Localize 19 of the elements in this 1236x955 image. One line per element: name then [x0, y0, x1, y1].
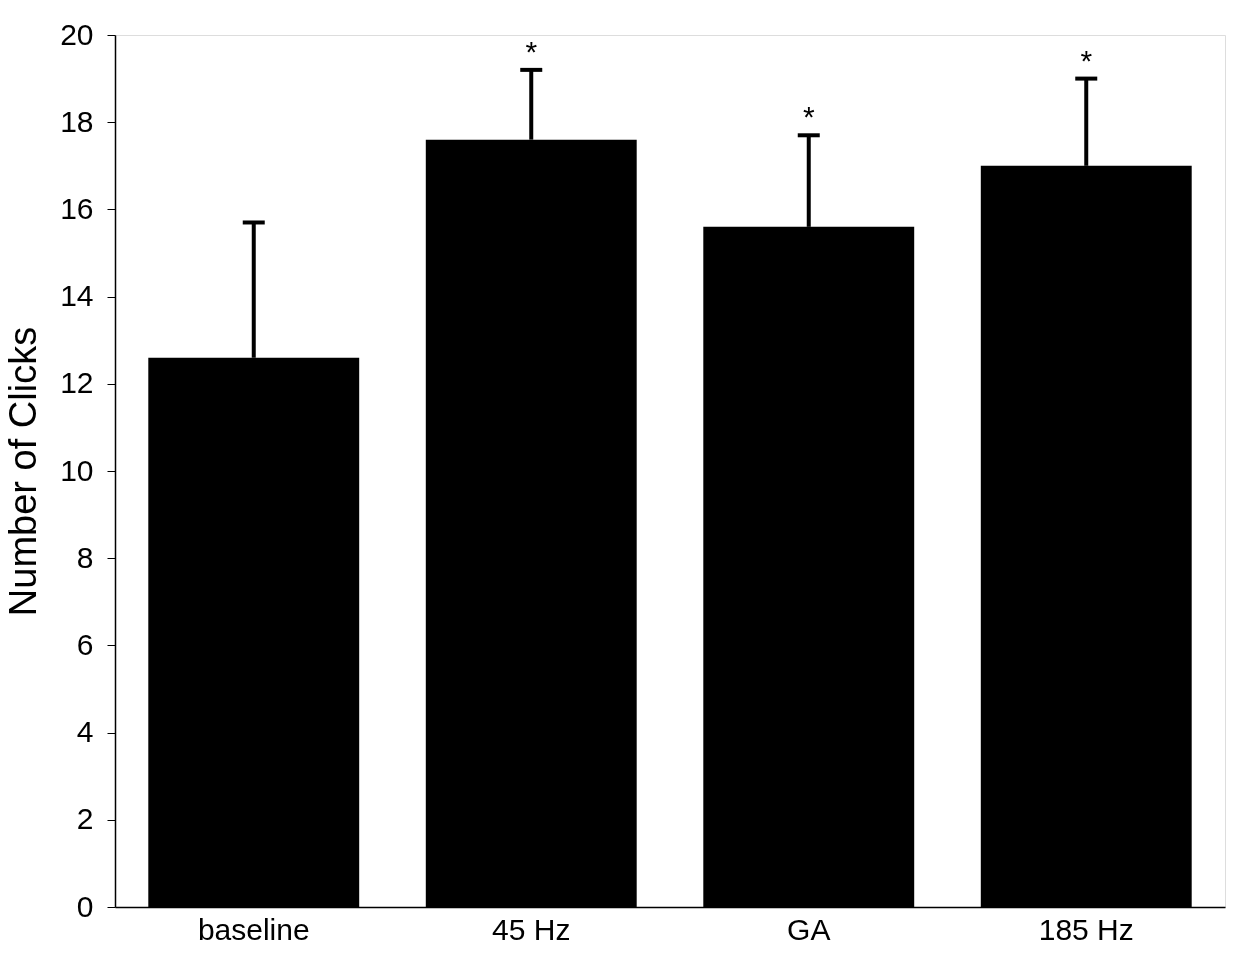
- x-tick-label: baseline: [197, 912, 310, 946]
- y-tick-label: 12: [60, 366, 94, 400]
- y-tick-label: 10: [60, 453, 94, 487]
- y-tick-label: 18: [60, 104, 94, 138]
- y-tick-label: 14: [60, 279, 94, 313]
- y-tick-label: 4: [76, 715, 94, 749]
- y-axis-title: Number of Clicks: [2, 326, 45, 617]
- y-tick-label: 6: [76, 627, 94, 661]
- y-tick-label: 2: [76, 802, 94, 836]
- y-tick-label: 8: [76, 540, 94, 574]
- y-tick-label: 0: [76, 889, 94, 923]
- y-tick-label: 20: [60, 17, 94, 51]
- data-label: *: [1080, 43, 1093, 77]
- x-tick-label: 45 Hz: [492, 912, 571, 946]
- data-label: *: [802, 100, 815, 134]
- x-tick-label: GA: [787, 912, 831, 946]
- x-tick-label: 185 Hz: [1038, 912, 1134, 946]
- data-label: *: [525, 34, 538, 68]
- y-tick-label: 16: [60, 191, 94, 225]
